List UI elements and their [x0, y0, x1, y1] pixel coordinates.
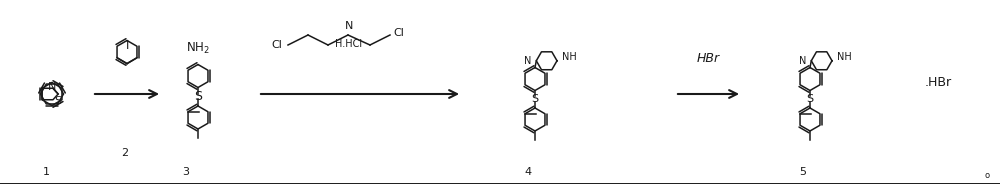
- Text: 1: 1: [42, 167, 50, 177]
- Text: N: N: [524, 56, 531, 66]
- Text: HBr: HBr: [696, 52, 720, 65]
- Text: I: I: [126, 39, 129, 52]
- Text: NH: NH: [837, 52, 852, 62]
- Text: Cl: Cl: [393, 28, 404, 38]
- Text: 4: 4: [524, 167, 532, 177]
- Text: N: N: [345, 21, 353, 31]
- Text: NH$_2$: NH$_2$: [186, 40, 210, 56]
- Text: S: S: [531, 94, 539, 103]
- Text: 3: 3: [182, 167, 190, 177]
- Text: N: N: [48, 82, 56, 92]
- Text: Cl: Cl: [271, 40, 282, 50]
- Text: S: S: [806, 94, 814, 103]
- Text: 5: 5: [799, 167, 806, 177]
- Text: N: N: [799, 56, 806, 66]
- Text: .HBr: .HBr: [925, 76, 952, 88]
- Text: NH: NH: [562, 52, 577, 62]
- Text: S: S: [194, 90, 202, 102]
- Text: o: o: [984, 171, 990, 180]
- Text: H.HCl: H.HCl: [335, 39, 363, 49]
- Text: 2: 2: [121, 148, 129, 158]
- Text: S: S: [54, 96, 61, 106]
